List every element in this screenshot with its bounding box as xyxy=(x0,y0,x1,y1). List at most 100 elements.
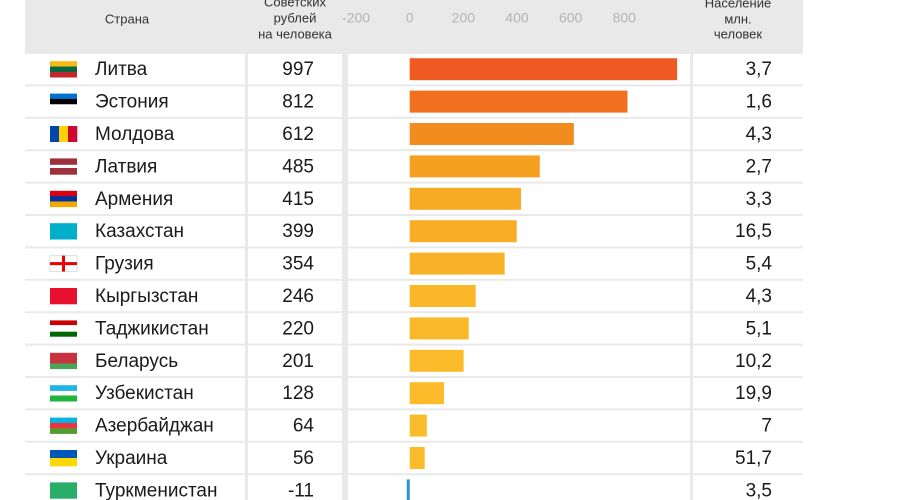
flag xyxy=(50,98,77,105)
country-name: Казахстан xyxy=(95,221,184,242)
row-cell xyxy=(693,86,803,117)
value-label: 354 xyxy=(282,254,314,275)
row-cell xyxy=(693,280,803,312)
flag xyxy=(50,164,77,169)
flag xyxy=(50,417,77,424)
flag xyxy=(50,93,77,100)
row-cell xyxy=(348,378,690,409)
population-label: 10,2 xyxy=(735,351,772,372)
row-cell xyxy=(693,183,803,214)
row-cell xyxy=(693,151,803,182)
row-cell xyxy=(693,410,803,441)
flag xyxy=(50,104,77,110)
flag xyxy=(50,288,77,305)
bar xyxy=(409,317,469,340)
population-header: человек xyxy=(714,26,763,41)
row-cell xyxy=(248,475,342,500)
population-label: 3,7 xyxy=(746,59,772,80)
row-cell xyxy=(348,216,690,247)
population-header: Население xyxy=(705,0,771,10)
flag xyxy=(50,395,77,402)
bar xyxy=(409,123,574,145)
row-cell xyxy=(248,410,342,441)
value-label: 246 xyxy=(282,286,314,307)
country-name: Эстония xyxy=(95,92,169,113)
country-header: Страна xyxy=(105,11,150,26)
x-tick-label: 800 xyxy=(613,10,637,26)
country-name: Латвия xyxy=(95,156,157,177)
row-cell xyxy=(693,442,803,474)
row-cell xyxy=(348,345,690,376)
flag xyxy=(50,482,77,499)
population-label: 3,3 xyxy=(746,189,772,210)
value-label: 64 xyxy=(293,416,315,437)
flag xyxy=(50,363,77,370)
row-cell xyxy=(248,442,342,474)
country-name: Туркменистан xyxy=(95,480,218,500)
value-label: 399 xyxy=(282,221,314,242)
flag xyxy=(50,190,77,197)
row-cell xyxy=(348,442,690,474)
population-label: 19,9 xyxy=(735,383,772,404)
bar xyxy=(409,220,517,243)
country-name: Литва xyxy=(95,59,148,80)
value-label: 415 xyxy=(282,189,314,210)
country-name: Беларусь xyxy=(95,351,178,372)
flag xyxy=(50,66,77,73)
value-header: на человека xyxy=(258,26,333,41)
population-label: 3,5 xyxy=(746,480,772,500)
bar xyxy=(409,414,427,437)
x-tick-label: 400 xyxy=(505,10,529,26)
population-label: 4,3 xyxy=(746,286,772,307)
value-label: 128 xyxy=(282,383,314,404)
row-cell xyxy=(348,248,690,279)
row-cell xyxy=(248,378,342,409)
flag xyxy=(50,352,77,364)
population-label: 1,6 xyxy=(746,92,772,113)
row-cell xyxy=(248,151,342,182)
population-label: 51,7 xyxy=(735,448,772,469)
flag xyxy=(50,422,77,429)
row-cell xyxy=(348,475,690,500)
value-label: 997 xyxy=(282,59,314,80)
flag xyxy=(50,71,77,78)
flag xyxy=(50,331,77,337)
flag xyxy=(50,201,77,208)
value-label: 612 xyxy=(282,124,314,145)
row-cell xyxy=(248,313,342,344)
country-name: Таджикистан xyxy=(95,318,209,339)
row-cell xyxy=(248,118,342,150)
flag xyxy=(50,223,77,240)
row-cell xyxy=(248,248,342,279)
flag xyxy=(68,126,78,142)
flag xyxy=(50,126,60,142)
row-cell xyxy=(693,475,803,500)
bar xyxy=(409,382,445,405)
bar xyxy=(409,447,425,469)
flag xyxy=(50,262,77,266)
country-name: Кыргызстан xyxy=(95,286,198,307)
value-header: рублей xyxy=(274,10,317,25)
flag xyxy=(50,385,77,392)
country-name: Молдова xyxy=(95,124,175,145)
country-name: Украина xyxy=(95,448,168,469)
value-label: 812 xyxy=(282,92,314,113)
value-label: 201 xyxy=(282,351,314,372)
population-label: 16,5 xyxy=(735,221,772,242)
row-cell xyxy=(348,410,690,441)
row-cell xyxy=(693,248,803,279)
flag xyxy=(50,428,77,434)
row-cell xyxy=(693,313,803,344)
value-label: 220 xyxy=(282,318,314,339)
x-tick-label: 0 xyxy=(406,10,414,26)
value-label: 56 xyxy=(293,448,314,469)
row-cell xyxy=(693,216,803,247)
flag xyxy=(50,196,77,202)
flag xyxy=(50,325,77,332)
x-tick-label: -200 xyxy=(342,10,370,26)
flag xyxy=(59,126,69,142)
row-cell xyxy=(693,118,803,150)
row-cell xyxy=(348,280,690,312)
row-cell xyxy=(248,280,342,312)
